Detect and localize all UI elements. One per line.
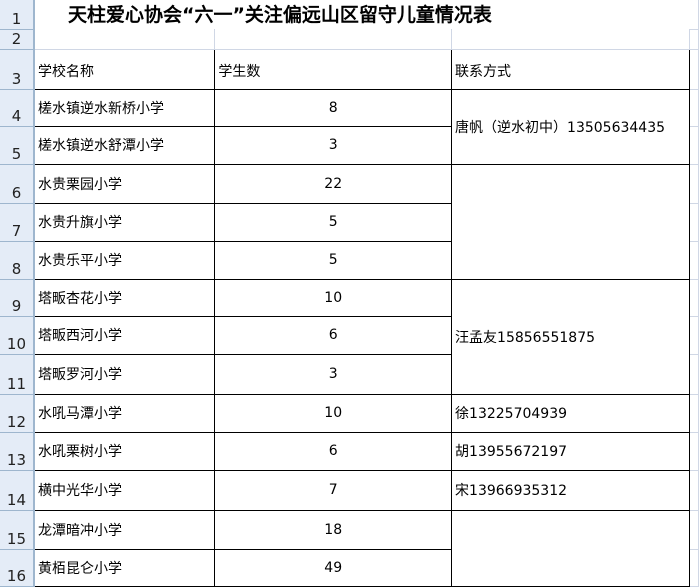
students-cell[interactable]: 10: [214, 278, 453, 317]
school-cell[interactable]: 槎水镇逆水新桥小学: [33, 88, 216, 127]
contact-cell[interactable]: 宋13966935312: [451, 469, 690, 511]
row-header-2[interactable]: 2: [0, 29, 35, 50]
contact-cell-empty[interactable]: [451, 163, 690, 280]
school-cell[interactable]: 槎水镇逆水舒潭小学: [33, 125, 216, 165]
contact-cell[interactable]: 胡13955672197: [451, 431, 690, 471]
cell[interactable]: [689, 316, 699, 355]
cell[interactable]: [689, 126, 699, 165]
cell[interactable]: [689, 241, 699, 280]
row-header-12[interactable]: 12: [0, 394, 35, 433]
cell[interactable]: [214, 29, 453, 50]
cell[interactable]: [689, 29, 699, 50]
school-cell[interactable]: 塔畈杏花小学: [33, 278, 216, 317]
row-header-16[interactable]: 16: [0, 549, 35, 587]
sheet-title[interactable]: 天柱爱心协会“六一”关注偏远山区留守儿童情况表: [67, 4, 492, 26]
students-cell[interactable]: 5: [214, 202, 453, 242]
cell[interactable]: [451, 29, 690, 50]
school-cell[interactable]: 黄栢昆仑小学: [33, 548, 216, 587]
cell[interactable]: [689, 49, 699, 90]
students-cell[interactable]: 3: [214, 125, 453, 165]
school-cell[interactable]: 塔畈西河小学: [33, 315, 216, 355]
cell[interactable]: [689, 549, 699, 587]
row-header-7[interactable]: 7: [0, 203, 35, 242]
cell[interactable]: [689, 432, 699, 471]
cell[interactable]: [689, 394, 699, 433]
students-cell[interactable]: 5: [214, 240, 453, 280]
row-header-6[interactable]: 6: [0, 164, 35, 204]
school-cell[interactable]: 水吼马潭小学: [33, 393, 216, 433]
cell[interactable]: [689, 510, 699, 550]
students-cell[interactable]: 7: [214, 469, 453, 511]
row-header-11[interactable]: 11: [0, 354, 35, 395]
row-header-3[interactable]: 3: [0, 49, 35, 90]
school-cell[interactable]: 水贵栗园小学: [33, 163, 216, 204]
row-header-8[interactable]: 8: [0, 241, 35, 280]
row-header-1[interactable]: 1: [0, 0, 35, 30]
students-cell[interactable]: 22: [214, 163, 453, 204]
row-header-15[interactable]: 15: [0, 510, 35, 550]
cell[interactable]: [689, 279, 699, 317]
cell[interactable]: [689, 89, 699, 127]
students-cell[interactable]: 10: [214, 393, 453, 433]
students-cell[interactable]: 18: [214, 509, 453, 550]
school-cell[interactable]: 横中光华小学: [33, 469, 216, 511]
cell[interactable]: [689, 354, 699, 395]
header-students[interactable]: 学生数: [214, 48, 453, 90]
students-cell[interactable]: 6: [214, 431, 453, 471]
school-cell[interactable]: 龙潭暗冲小学: [33, 509, 216, 550]
school-cell[interactable]: 水吼栗树小学: [33, 431, 216, 471]
students-cell[interactable]: 8: [214, 88, 453, 127]
row-header-14[interactable]: 14: [0, 470, 35, 511]
contact-cell[interactable]: 徐13225704939: [451, 393, 690, 433]
header-school[interactable]: 学校名称: [33, 48, 216, 90]
row-header-4[interactable]: 4: [0, 89, 35, 127]
school-cell[interactable]: 水贵乐平小学: [33, 240, 216, 280]
students-cell[interactable]: 49: [214, 548, 453, 587]
row-header-5[interactable]: 5: [0, 126, 35, 165]
cell[interactable]: [689, 203, 699, 242]
students-cell[interactable]: 6: [214, 315, 453, 355]
cell[interactable]: [689, 164, 699, 204]
cell[interactable]: [33, 29, 216, 50]
contact-cell-empty[interactable]: [451, 509, 690, 587]
row-header-13[interactable]: 13: [0, 432, 35, 471]
row-header-9[interactable]: 9: [0, 279, 35, 317]
row-header-10[interactable]: 10: [0, 316, 35, 355]
cell[interactable]: [689, 0, 699, 30]
header-contact[interactable]: 联系方式: [451, 48, 690, 90]
contact-cell[interactable]: 汪孟友15856551875: [451, 278, 690, 395]
school-cell[interactable]: 水贵升旗小学: [33, 202, 216, 242]
contact-cell[interactable]: 唐帆（逆水初中）13505634435: [451, 88, 690, 165]
school-cell[interactable]: 塔畈罗河小学: [33, 353, 216, 395]
students-cell[interactable]: 3: [214, 353, 453, 395]
cell[interactable]: [689, 470, 699, 511]
